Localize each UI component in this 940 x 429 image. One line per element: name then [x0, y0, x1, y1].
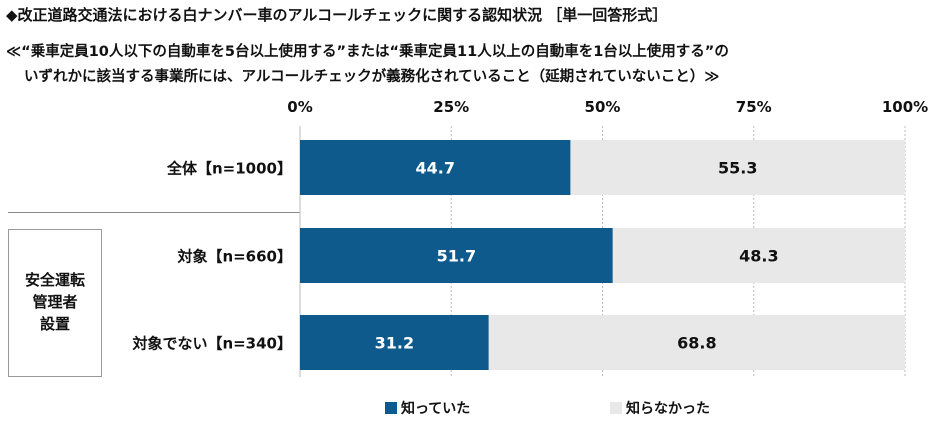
legend-swatch-didnt-know	[610, 402, 622, 414]
x-tick-label: 100%	[882, 98, 928, 116]
bar-segment	[300, 315, 489, 370]
category-label: 対象【n=660】	[176, 248, 292, 266]
x-tick-label: 75%	[736, 98, 772, 116]
chart-subtitle-line-1: ≪“乗車定員10人以下の自動車を5台以上使用する”または“乗車定員11人以上の自…	[6, 44, 729, 60]
legend-label-didnt-know: 知らなかった	[626, 401, 710, 417]
legend-item-didnt-know: 知らなかった	[610, 398, 710, 418]
data-label: 51.7	[437, 247, 476, 266]
x-tick-label: 50%	[585, 98, 621, 116]
bar-segment	[488, 315, 905, 370]
x-tick-label: 25%	[433, 98, 469, 116]
x-tick-label: 0%	[287, 98, 312, 116]
category-label: 全体【n=1000】	[166, 160, 292, 178]
data-label: 48.3	[739, 247, 778, 266]
group-label-line-2: 管理者	[32, 293, 78, 312]
chart-subtitle-line-2: いずれかに該当する事業所には、アルコールチェックが義務化されていること（延期され…	[24, 69, 720, 85]
bar-segment	[300, 228, 613, 283]
data-label: 31.2	[375, 334, 414, 353]
group-label-line-1: 安全運転	[24, 271, 85, 290]
bar-segment	[300, 140, 571, 195]
chart-title: ◆改正道路交通法における白ナンバー車のアルコールチェックに関する認知状況 ［単一…	[6, 6, 668, 24]
legend-swatch-knew	[385, 402, 397, 414]
group-label-safety-manager: 安全運転 管理者 設置	[8, 229, 102, 377]
legend-item-knew: 知っていた	[385, 398, 470, 418]
data-label: 68.8	[677, 334, 716, 353]
data-label: 44.7	[415, 159, 454, 178]
group-label-line-3: 設置	[39, 314, 70, 333]
bar-segment	[570, 140, 905, 195]
data-label: 55.3	[718, 159, 757, 178]
separator-line	[8, 212, 300, 213]
legend-label-knew: 知っていた	[401, 401, 471, 417]
bar-segment	[612, 228, 905, 283]
category-label: 対象でない【n=340】	[131, 335, 292, 353]
